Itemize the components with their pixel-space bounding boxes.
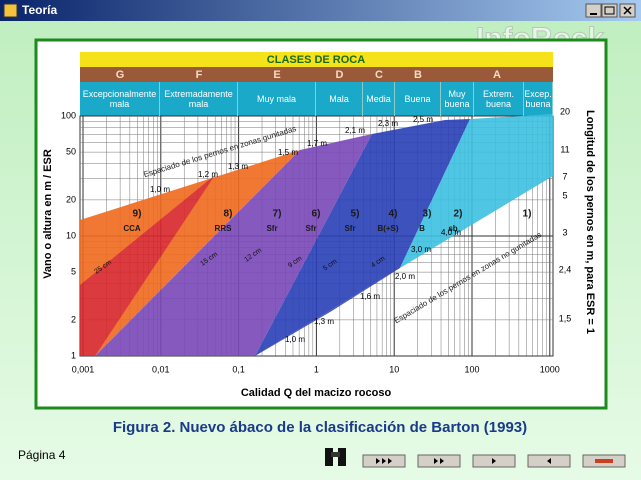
nav-arrow <box>434 458 438 464</box>
spacing-ungunited: 1,0 m <box>285 335 305 344</box>
class-name: Extremadamente mala <box>160 82 238 116</box>
spacing-ungunited: 2,0 m <box>395 272 415 281</box>
right-tick-label: 3 <box>562 227 567 237</box>
spacing-ungunited: 3,0 m <box>411 245 431 254</box>
nav-arrow <box>547 458 551 464</box>
y-tick-label: 1 <box>71 350 76 360</box>
zone-support: RRS <box>215 224 233 233</box>
y-tick-label: 50 <box>66 146 76 156</box>
nav-buttons[interactable] <box>362 454 626 468</box>
y-axis-label: Vano o altura en m / ESR <box>42 149 54 279</box>
zone-number: 7) <box>273 209 282 220</box>
right-axis-label: Longitud de los pernos en m, para ESR = … <box>584 110 596 334</box>
app-icon <box>3 3 18 18</box>
right-tick-label: 5 <box>562 190 567 200</box>
spacing-ungunited: 1,6 m <box>360 292 380 301</box>
zone-number: 2) <box>454 209 463 220</box>
x-tick-label: 0,01 <box>152 364 170 374</box>
zone-number: 4) <box>389 209 398 220</box>
zone-number: 9) <box>133 209 142 220</box>
nav-stop <box>595 459 613 463</box>
x-tick-label: 1000 <box>540 364 560 374</box>
spacing-gunited: 1,0 m <box>150 185 170 194</box>
zone-number: 6) <box>312 209 321 220</box>
y-tick-label: 5 <box>71 266 76 276</box>
zone-support: Sfr <box>305 224 316 233</box>
class-name: Mala <box>316 82 363 116</box>
x-tick-label: 1 <box>314 364 319 374</box>
class-name: Muy buena <box>441 82 474 116</box>
class-name: Extrem. buena <box>474 82 524 116</box>
x-tick-label: 100 <box>464 364 479 374</box>
class-letter: C <box>375 68 383 81</box>
x-tick-label: 0,001 <box>72 364 95 374</box>
window-title: Teoría <box>22 3 57 17</box>
zone-number: 1) <box>523 209 532 220</box>
zone-number: 8) <box>224 209 233 220</box>
spacing-gunited: 1,7 m <box>307 139 327 148</box>
x-axis-label: Calidad Q del macizo rocoso <box>241 387 392 399</box>
right-tick-label: 11 <box>560 144 569 154</box>
spacing-ungunited: 4,0 m <box>441 228 461 237</box>
find-button[interactable] <box>325 448 346 466</box>
zone-support: B <box>419 224 425 233</box>
zone-support: Sfr <box>266 224 277 233</box>
spacing-gunited: 2,5 m <box>413 115 433 124</box>
caption: Figura 2. Nuevo ábaco de la clasificació… <box>113 419 527 436</box>
title-bar <box>0 0 641 21</box>
class-name: Excepcionalmente mala <box>80 82 160 116</box>
zone-number: 3) <box>423 209 432 220</box>
nav-arrow <box>388 458 392 464</box>
page-number: Página 4 <box>18 448 66 462</box>
zone-support: B(+S) <box>377 224 398 233</box>
class-letter: D <box>335 68 344 81</box>
x-tick-label: 10 <box>389 364 399 374</box>
class-letter: G <box>115 68 125 81</box>
nav-arrow <box>492 458 496 464</box>
y-tick-label: 20 <box>66 194 76 204</box>
spacing-gunited: 2,3 m <box>378 119 398 128</box>
zone-support: Sfr <box>344 224 355 233</box>
zone-number: 5) <box>351 209 360 220</box>
zone-support: sb <box>448 224 457 233</box>
spacing-gunited: 1,5 m <box>278 148 298 157</box>
support-regions <box>80 114 553 356</box>
y-tick-label: 10 <box>66 230 76 240</box>
class-letter: E <box>273 68 281 81</box>
class-name: Buena <box>395 82 441 116</box>
spacing-gunited: 1,3 m <box>228 162 248 171</box>
nav-button[interactable] <box>417 454 461 468</box>
zone-support: CCA <box>123 224 141 233</box>
nav-arrow <box>440 458 444 464</box>
nav-arrow <box>376 458 380 464</box>
y-tick-label: 100 <box>61 110 76 120</box>
right-tick-label: 1,5 <box>559 313 572 323</box>
header: CLASES DE ROCA <box>267 54 365 66</box>
header-bar <box>80 52 553 67</box>
window-controls[interactable] <box>585 3 636 18</box>
right-tick-label: 2,4 <box>559 264 572 274</box>
letter-bar <box>80 67 553 82</box>
right-tick-label: 7 <box>562 171 567 181</box>
spacing-gunited: 2,1 m <box>345 126 365 135</box>
class-letter: F <box>195 68 203 81</box>
x-tick-label: 0,1 <box>232 364 245 374</box>
class-name: Excep. buena <box>524 82 553 116</box>
y-tick-label: 2 <box>71 314 76 324</box>
class-bar <box>80 82 553 116</box>
spacing-ungunited: 1,3 m <box>314 317 334 326</box>
spacing-gunited: 1,2 m <box>198 170 218 179</box>
class-letter: B <box>414 68 422 81</box>
class-name: Muy mala <box>238 82 316 116</box>
class-name: Media <box>363 82 395 116</box>
nav-arrow <box>382 458 386 464</box>
class-letter: A <box>493 68 501 81</box>
right-tick-label: 20 <box>560 106 570 116</box>
